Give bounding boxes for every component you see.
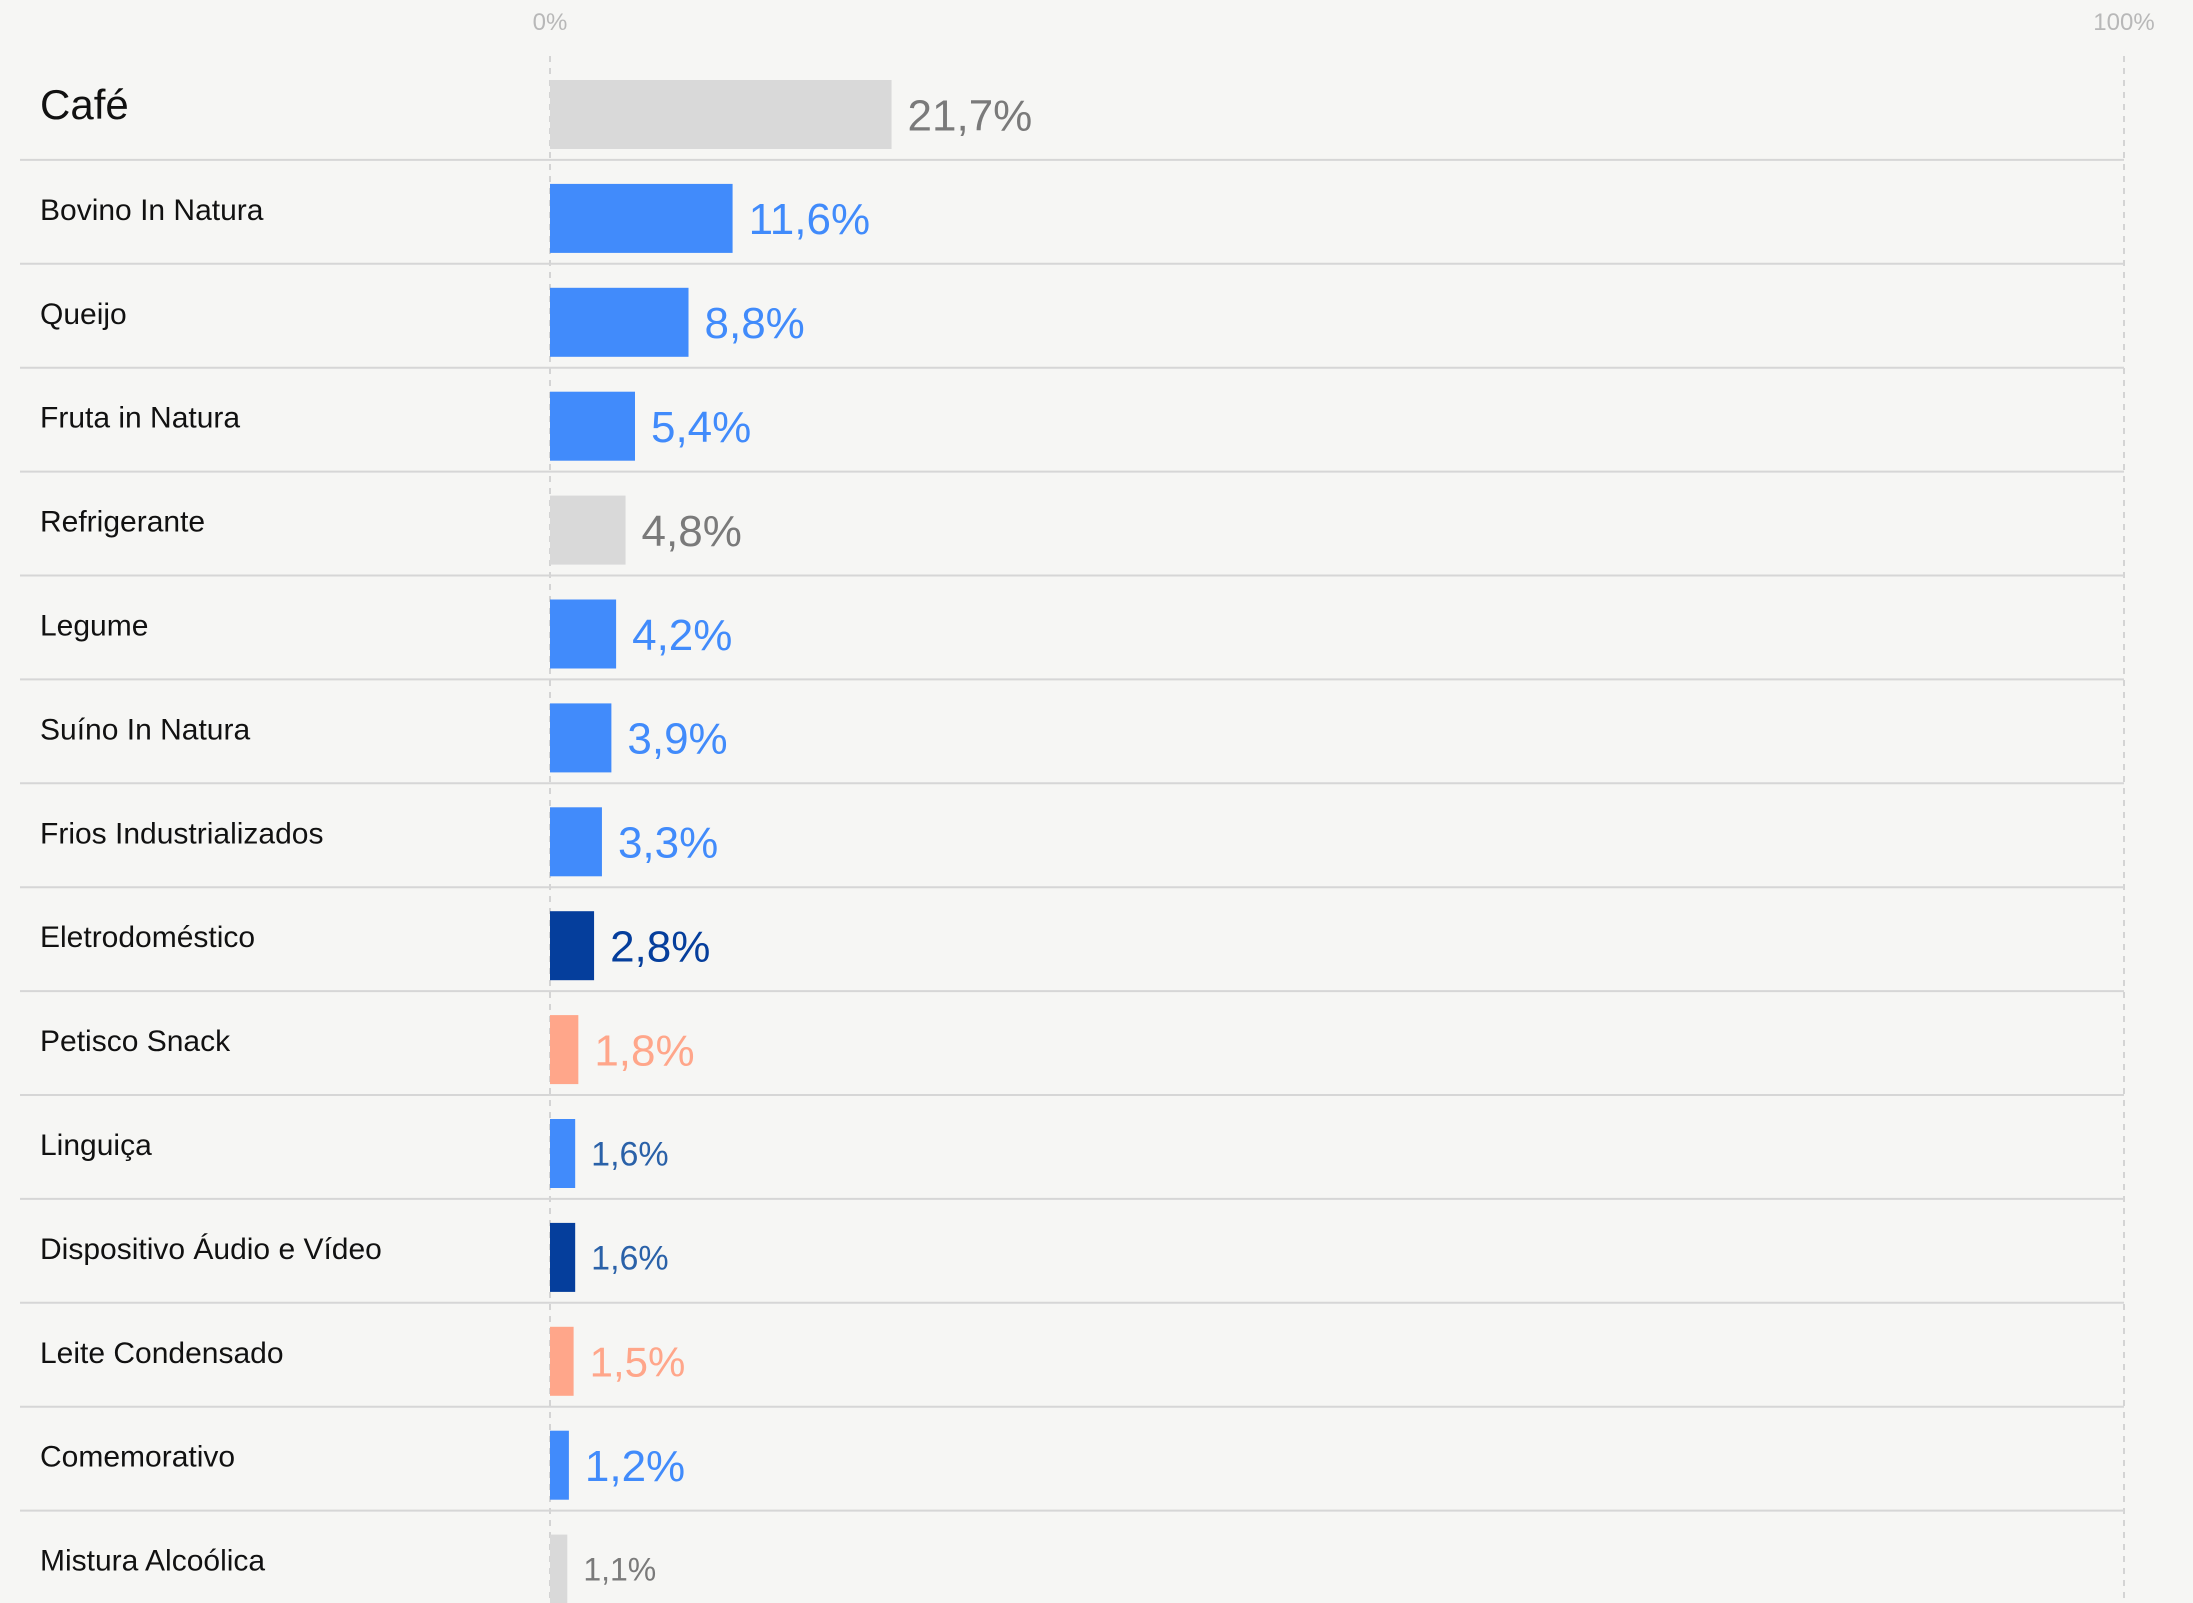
value-label: 1,6% [591,1136,669,1174]
bar-row: Queijo 8,8% [20,287,2124,369]
row-label: Queijo [40,298,127,331]
bar-row: Comemorativo 1,2% [20,1430,2124,1512]
bar-row: Fruta in Natura 5,4% [20,391,2124,473]
value-label: 1,6% [591,1240,669,1278]
value-label: 5,4% [651,403,751,452]
row-label: Petisco Snack [40,1025,231,1058]
bar-row: Mistura Alcoólica 1,1% [40,1534,656,1603]
row-label: Leite Condensado [40,1337,284,1370]
bar-row: Refrigerante 4,8% [20,495,2124,577]
value-label: 4,8% [642,507,742,556]
row-label: Bovino In Natura [40,194,264,227]
row-label: Fruta in Natura [40,402,240,435]
bar [550,911,595,981]
row-label: Legume [40,610,148,643]
bar [550,807,602,877]
row-label: Comemorativo [40,1441,235,1474]
bar-row: Bovino In Natura 11,6% [20,183,2124,265]
value-label: 3,9% [627,715,727,764]
axis-max-label: 100% [2093,9,2154,36]
bar-row: Petisco Snack 1,8% [20,1015,2124,1096]
row-label: Dispositivo Áudio e Vídeo [40,1233,382,1266]
bar [550,1326,574,1396]
rows-layer: Café 21,7% Bovino In Natura 11,6% Queijo 8,8%… [20,80,2124,1603]
bar-row: Café 21,7% [20,80,2124,161]
bar [550,287,689,357]
bar-row: Legume 4,2% [20,599,2124,681]
bar-row: Eletrodoméstico 2,8% [20,911,2124,993]
bar [550,1534,568,1603]
row-label: Suíno In Natura [40,713,250,746]
row-label: Refrigerante [40,506,205,539]
row-label: Linguiça [40,1129,152,1162]
row-label: Frios Industrializados [40,817,323,850]
bar [550,1430,569,1500]
bar [550,495,626,565]
value-label: 11,6% [749,195,871,244]
row-label: Café [40,81,129,128]
bar [550,599,617,669]
bar-row: Leite Condensado 1,5% [20,1326,2124,1408]
value-label: 1,1% [583,1552,656,1588]
row-label: Eletrodoméstico [40,921,255,954]
value-label: 1,5% [590,1338,686,1385]
bar-row: Suíno In Natura 3,9% [20,703,2124,785]
bar-row: Frios Industrializados 3,3% [20,807,2124,889]
value-label: 21,7% [908,91,1033,140]
value-label: 2,8% [610,923,710,972]
bar [550,80,892,149]
bar-row: Linguiça 1,6% [20,1119,2124,1200]
bar [550,391,635,461]
bar [550,1222,576,1292]
value-label: 1,8% [594,1026,694,1075]
bar-row: Dispositivo Áudio e Vídeo 1,6% [20,1222,2124,1304]
axis-min-label: 0% [533,9,568,36]
value-label: 1,2% [585,1442,685,1491]
row-label: Mistura Alcoólica [40,1545,265,1578]
axis-layer: 0% 100% [533,9,2155,1603]
value-label: 4,2% [632,611,732,660]
value-label: 3,3% [618,819,718,868]
value-label: 8,8% [705,299,805,348]
bar [550,1119,576,1188]
bar [550,1015,579,1085]
bar [550,183,733,253]
bar [550,703,612,773]
